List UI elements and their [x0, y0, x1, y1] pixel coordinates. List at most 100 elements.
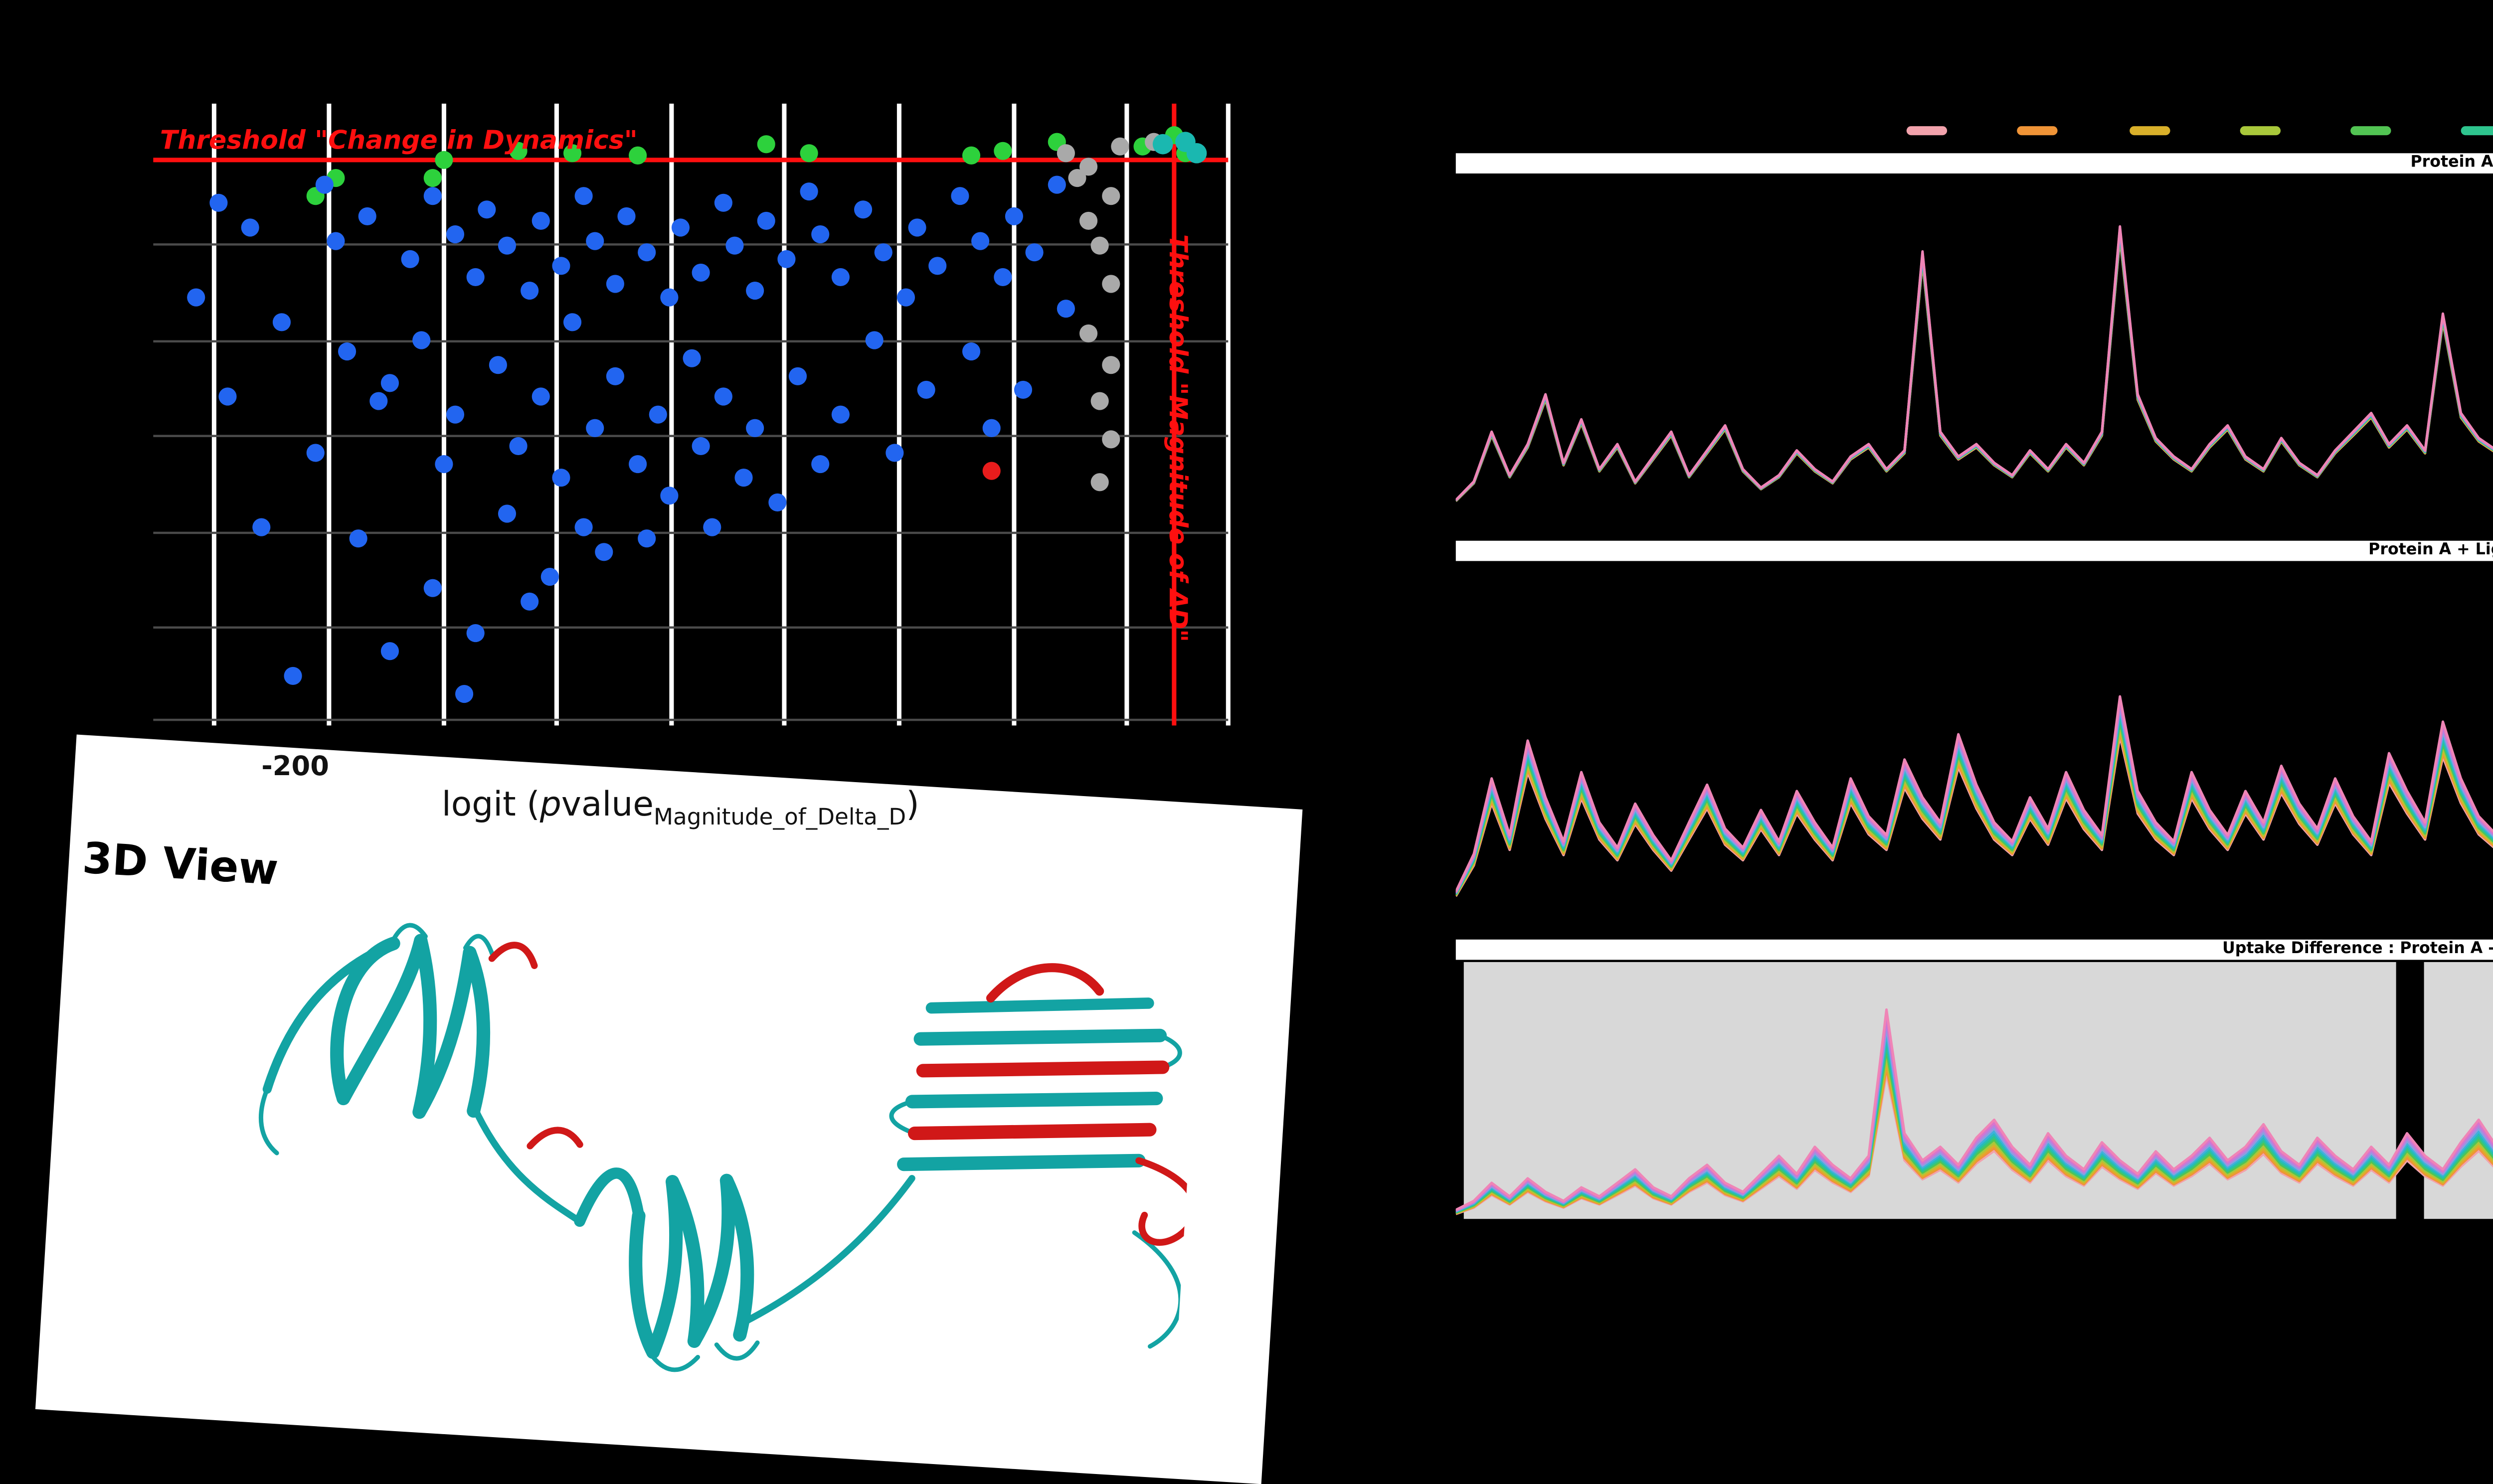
scatter-point-not-significant[interactable]	[832, 269, 851, 287]
scatter-point-not-significant[interactable]	[703, 517, 721, 536]
legend-swatch[interactable]	[2017, 126, 2058, 136]
scatter-point-not-significant[interactable]	[854, 200, 872, 218]
scatter-point-not-significant[interactable]	[467, 269, 485, 287]
scatter-point-not-significant[interactable]	[628, 455, 646, 474]
legend-swatch[interactable]	[2462, 126, 2493, 136]
scatter-point-not-significant[interactable]	[552, 256, 571, 275]
scatter-point-not-significant[interactable]	[380, 374, 399, 393]
scatter-point-not-significant[interactable]	[810, 225, 829, 243]
scatter-point-not-significant[interactable]	[219, 387, 238, 405]
scatter-point-not-significant[interactable]	[1058, 300, 1076, 318]
scatter-point-not-significant[interactable]	[434, 455, 453, 474]
scatter-point-not-significant[interactable]	[520, 592, 538, 610]
scatter-point-not-significant[interactable]	[724, 237, 743, 256]
scatter-point-highlighted[interactable]	[982, 461, 1001, 480]
scatter-point-not-significant[interactable]	[746, 281, 764, 300]
scatter-point-not-significant[interactable]	[369, 393, 388, 411]
scatter-point-above-dynamics-threshold[interactable]	[961, 147, 979, 165]
scatter-point-not-significant[interactable]	[606, 275, 625, 293]
scatter-point-not-significant[interactable]	[305, 443, 324, 461]
scatter-point-not-significant[interactable]	[972, 231, 990, 250]
uptake-chart-protein-a[interactable]	[1455, 173, 2493, 530]
scatter-point-not-significant[interactable]	[682, 349, 700, 368]
scatter-point-above-dynamics-threshold[interactable]	[628, 147, 646, 165]
scatter-point-not-significant[interactable]	[499, 237, 517, 256]
scatter-point-not-significant[interactable]	[692, 262, 711, 281]
scatter-point-not-significant[interactable]	[606, 368, 625, 386]
scatter-point-magnitude-cluster[interactable]	[1100, 430, 1119, 449]
scatter-point-not-significant[interactable]	[187, 287, 205, 306]
scatter-point-magnitude-cluster[interactable]	[1090, 237, 1108, 256]
scatter-point-not-significant[interactable]	[1026, 244, 1044, 262]
scatter-point-not-significant[interactable]	[499, 505, 517, 523]
scatter-point-not-significant[interactable]	[338, 343, 356, 361]
scatter-point-magnitude-cluster[interactable]	[1100, 355, 1119, 374]
scatter-point-not-significant[interactable]	[638, 530, 657, 548]
scatter-point-above-dynamics-threshold[interactable]	[510, 141, 528, 160]
scatter-point-not-significant[interactable]	[660, 486, 679, 504]
scatter-point-not-significant[interactable]	[445, 405, 464, 424]
legend-swatch[interactable]	[2129, 126, 2169, 136]
scatter-point-magnitude-cluster[interactable]	[1090, 474, 1108, 492]
scatter-point-not-significant[interactable]	[757, 212, 775, 231]
scatter-point-not-significant[interactable]	[552, 468, 571, 486]
scatter-point-not-significant[interactable]	[671, 219, 689, 237]
scatter-point-above-dynamics-threshold[interactable]	[993, 141, 1012, 160]
scatter-point-above-dynamics-threshold[interactable]	[757, 135, 775, 154]
scatter-point-magnitude-cluster[interactable]	[1090, 393, 1108, 411]
scatter-point-not-significant[interactable]	[423, 579, 442, 598]
scatter-point-not-significant[interactable]	[510, 436, 528, 455]
scatter-point-not-significant[interactable]	[284, 666, 302, 685]
scatter-point-not-significant[interactable]	[574, 187, 592, 206]
scatter-point-not-significant[interactable]	[208, 194, 227, 212]
scatter-point-not-significant[interactable]	[327, 231, 345, 250]
scatter-point-not-significant[interactable]	[617, 206, 636, 225]
scatter-point-not-significant[interactable]	[778, 250, 797, 268]
scatter-point-not-significant[interactable]	[585, 418, 603, 436]
scatter-point-not-significant[interactable]	[875, 244, 893, 262]
legend-swatch[interactable]	[2350, 126, 2391, 136]
scatter-point-not-significant[interactable]	[713, 387, 732, 405]
legend-swatch[interactable]	[1906, 126, 1948, 136]
volcano-plot[interactable]: Threshold "Change in Dynamics" Threshold…	[153, 103, 1231, 726]
scatter-point-not-significant[interactable]	[520, 281, 538, 300]
scatter-point-not-significant[interactable]	[907, 219, 926, 237]
uptake-chart-protein-a-ligand[interactable]	[1455, 561, 2493, 922]
scatter-point-not-significant[interactable]	[423, 187, 442, 206]
scatter-point-not-significant[interactable]	[585, 231, 603, 250]
scatter-point-not-significant[interactable]	[445, 225, 464, 243]
scatter-point-above-dynamics-threshold[interactable]	[800, 144, 818, 163]
scatter-point-selected[interactable]	[1186, 143, 1206, 164]
scatter-point-not-significant[interactable]	[1047, 175, 1066, 194]
legend-swatch[interactable]	[2239, 126, 2281, 136]
scatter-point-magnitude-cluster[interactable]	[1079, 212, 1098, 231]
scatter-point-not-significant[interactable]	[692, 436, 711, 455]
scatter-point-not-significant[interactable]	[1004, 206, 1023, 225]
scatter-point-not-significant[interactable]	[649, 405, 668, 424]
scatter-point-not-significant[interactable]	[402, 250, 420, 268]
scatter-point-not-significant[interactable]	[595, 542, 614, 561]
scatter-point-not-significant[interactable]	[477, 200, 496, 218]
scatter-point-not-significant[interactable]	[713, 194, 732, 212]
scatter-point-not-significant[interactable]	[467, 623, 485, 642]
uptake-difference-chart[interactable]	[1455, 960, 2493, 1228]
scatter-point-not-significant[interactable]	[380, 642, 399, 660]
scatter-point-not-significant[interactable]	[541, 567, 560, 586]
scatter-point-magnitude-cluster[interactable]	[1111, 138, 1130, 157]
scatter-point-not-significant[interactable]	[1015, 380, 1033, 399]
scatter-point-not-significant[interactable]	[810, 455, 829, 474]
scatter-point-not-significant[interactable]	[273, 312, 292, 330]
scatter-point-not-significant[interactable]	[918, 380, 936, 399]
scatter-point-not-significant[interactable]	[251, 517, 270, 536]
scatter-point-magnitude-cluster[interactable]	[1100, 275, 1119, 293]
scatter-point-above-dynamics-threshold[interactable]	[434, 151, 453, 169]
scatter-point-not-significant[interactable]	[896, 287, 915, 306]
scatter-point-not-significant[interactable]	[864, 330, 883, 349]
scatter-point-above-dynamics-threshold[interactable]	[423, 169, 442, 187]
scatter-point-not-significant[interactable]	[241, 219, 259, 237]
scatter-point-not-significant[interactable]	[961, 343, 979, 361]
scatter-point-not-significant[interactable]	[832, 405, 851, 424]
scatter-point-not-significant[interactable]	[316, 175, 335, 194]
scatter-point-not-significant[interactable]	[413, 330, 431, 349]
scatter-point-not-significant[interactable]	[746, 418, 764, 436]
